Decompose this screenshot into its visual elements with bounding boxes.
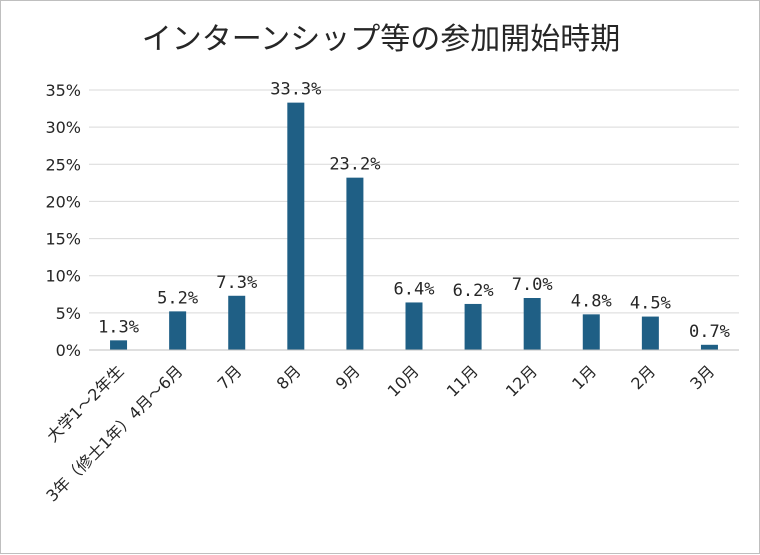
data-label: 23.2% [329, 155, 380, 175]
x-tick-label: 11月 [443, 361, 482, 400]
x-tick-label: 1月 [568, 361, 600, 393]
data-label: 6.2% [453, 281, 494, 301]
data-label: 33.3% [270, 80, 321, 100]
data-label: 4.5% [630, 294, 671, 314]
y-tick-label: 35% [45, 81, 81, 100]
data-label: 4.8% [571, 291, 612, 311]
bars [110, 102, 718, 350]
bar [169, 311, 187, 350]
data-label: 5.2% [157, 288, 198, 308]
x-tick-label: 10月 [384, 361, 423, 400]
bar [228, 295, 246, 350]
bar [641, 316, 659, 350]
y-tick-label: 0% [56, 341, 81, 360]
bar [464, 303, 482, 350]
x-tick-label: 12月 [502, 361, 541, 400]
y-tick-label: 10% [45, 267, 81, 286]
gridlines [89, 89, 739, 314]
bar [405, 302, 423, 350]
bar [700, 344, 718, 350]
y-tick-label: 15% [45, 230, 81, 249]
chart-title: インターンシップ等の参加開始時期 [142, 22, 621, 57]
bar [110, 340, 128, 350]
data-label: 1.3% [98, 317, 139, 337]
x-tick-label: 8月 [273, 361, 305, 393]
y-tick-label: 30% [45, 118, 81, 137]
y-axis-ticks: 0% 5% 10% 15% 20% 25% 30% 35% [45, 81, 81, 360]
y-tick-label: 5% [56, 304, 81, 323]
x-tick-label: 7月 [214, 361, 246, 393]
x-tick-label: 3月 [686, 361, 718, 393]
y-tick-label: 25% [45, 155, 81, 174]
x-tick-label: 9月 [332, 361, 364, 393]
bar [582, 314, 600, 350]
bar [523, 298, 541, 350]
data-label: 7.0% [512, 275, 553, 295]
y-tick-label: 20% [45, 192, 81, 211]
x-tick-label: 2月 [627, 361, 659, 393]
bar [287, 102, 305, 350]
data-label: 7.3% [216, 273, 257, 293]
data-labels: 1.3% 5.2% 7.3% 33.3% 23.2% 6.4% 6.2% 7.0% 4.8% 4.… [98, 80, 730, 342]
data-label: 6.4% [394, 279, 435, 299]
bar [346, 177, 364, 350]
data-label: 0.7% [689, 322, 730, 342]
